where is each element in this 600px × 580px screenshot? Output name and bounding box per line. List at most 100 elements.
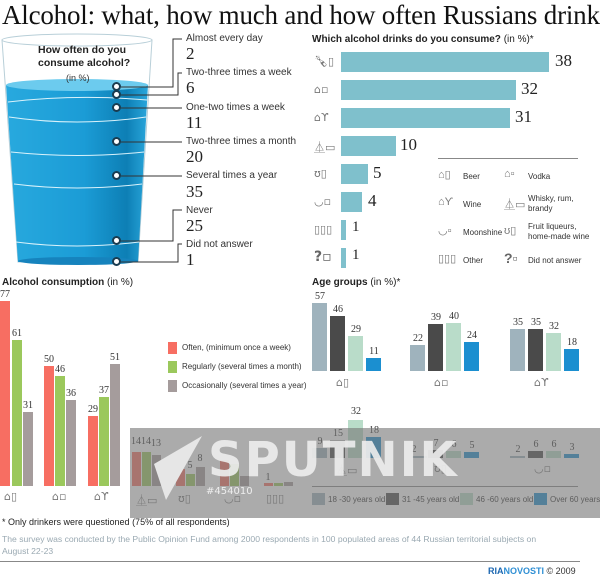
legend-did-not-answer: Did not answer <box>528 256 582 265</box>
bar-regularly-beer <box>12 340 22 486</box>
freq-value: 20 <box>186 147 203 166</box>
label-regularly-beer: 61 <box>12 328 22 339</box>
value-vodka: 32 <box>521 79 538 98</box>
bar-often-beer <box>0 301 10 486</box>
source-line1: The survey was conducted by the Public O… <box>2 534 537 544</box>
bar-beer <box>341 52 549 72</box>
label-often-beer: 77 <box>0 289 10 300</box>
bar-often-wine <box>88 416 98 486</box>
bar-18-30-vodka <box>410 345 425 371</box>
glass-question-line2: consume alcohol? <box>38 57 131 69</box>
legend-moonshine: Moonshine <box>463 228 503 237</box>
legend-whisky: Whisky, rum, brandy <box>528 194 574 214</box>
bar-occasionally-beer <box>23 412 33 486</box>
bar-occasionally-vodka <box>66 400 76 486</box>
label-31-45-wine: 35 <box>531 317 541 328</box>
freq-value: 2 <box>186 44 195 63</box>
freq-label: Almost every day <box>186 33 263 44</box>
label-18-30-beer: 57 <box>315 291 325 302</box>
freq-value: 35 <box>186 182 203 201</box>
value-wine: 31 <box>515 107 532 126</box>
value-fruit-liqueurs: 5 <box>373 163 382 182</box>
legend-swatch-regularly <box>168 361 177 373</box>
freq-value: 6 <box>186 78 195 97</box>
label-18-30-vodka: 22 <box>413 333 423 344</box>
beer-icon: 🍾︎▯ <box>314 55 335 68</box>
legend-fruit-line1: Fruit liqueurs, <box>528 222 577 231</box>
legend-often: Often, (minimum once a week) <box>182 343 291 352</box>
label-regularly-wine: 37 <box>99 385 109 396</box>
bar-31-45-vodka <box>428 324 443 371</box>
drinks-title-text: Which alcohol drinks do you consume? <box>312 34 501 45</box>
page-title: Alcohol: what, how much and how often Ru… <box>2 0 600 30</box>
brand-ria: RIA <box>488 566 504 576</box>
value-beer: 38 <box>555 51 572 70</box>
freq-value: 1 <box>186 250 195 269</box>
label-occasionally-vodka: 36 <box>66 388 76 399</box>
legend-beer: Beer <box>463 172 480 181</box>
other-icon: ▯▯▯ <box>314 223 333 236</box>
drinks-chart: 🍾︎▯ 38 ⌂▫ 32 ⌂ϒ 31 ⏅▭ 10 ʊ▯ 5 ◡▫ 4 ▯▯▯ 1… <box>312 51 600 272</box>
age-chart-top: 57 46 29 11 22 39 40 24 35 35 32 18 <box>312 291 600 371</box>
wine-icon: ⌂ϒ <box>314 111 329 124</box>
freq-label: Did not answer <box>186 239 253 250</box>
legend-fruit-line2: home-made wine <box>528 232 590 241</box>
moonshine-icon: ◡▫ <box>314 195 332 208</box>
label-over60-beer: 11 <box>369 346 379 357</box>
bar-moonshine <box>341 192 362 212</box>
freq-label: Two-three times a month <box>186 136 297 147</box>
wine-icon: ⌂ϒ <box>534 376 549 389</box>
watermark-overlay: SPUTNIK #454010 <box>130 428 600 518</box>
bar-wine <box>341 108 510 128</box>
label-occasionally-beer: 31 <box>23 400 33 411</box>
brand: RIANOVOSTI © 2009 <box>488 566 576 576</box>
consumption-title: Alcohol consumption (in %) <box>2 277 133 288</box>
bar-18-30-wine <box>510 329 525 371</box>
label-over60-vodka: 24 <box>467 330 477 341</box>
label-18-30-wine: 35 <box>513 317 523 328</box>
beer-icon: ⌂▯ <box>438 169 451 181</box>
callout-dot <box>112 103 121 112</box>
freq-label: One-two times a week <box>186 102 285 113</box>
bar-did-not-answer <box>341 248 346 268</box>
value-other: 1 <box>352 219 360 235</box>
legend-wine: Wine <box>463 200 482 209</box>
callout-lines <box>121 38 182 263</box>
vodka-icon: ⌂▫ <box>314 83 329 96</box>
watermark-id: #454010 <box>206 486 253 497</box>
label-often-wine: 29 <box>88 404 98 415</box>
freq-label: Several times a year <box>186 170 278 181</box>
bar-fruit-liqueurs <box>341 164 368 184</box>
legend-regularly: Regularly (several times a month) <box>182 362 302 371</box>
bar-46-60-vodka <box>446 323 461 371</box>
watermark-triangle-icon <box>154 436 202 500</box>
fruit-liqueur-icon: ʊ▯ <box>314 167 327 180</box>
glass-unit: (in %) <box>66 73 90 83</box>
age-title-unit: (in %)* <box>370 277 401 288</box>
bar-over60-wine <box>564 349 579 371</box>
glass-question: How often do you consume alcohol? <box>38 44 131 70</box>
freq-value: 25 <box>186 216 203 235</box>
legend-fruit: Fruit liqueurs, home-made wine <box>528 222 589 242</box>
legend-swatch-occasionally <box>168 380 177 392</box>
moonshine-icon: ◡▫ <box>438 225 452 237</box>
drinks-title-unit: (in %)* <box>503 34 534 45</box>
legend-other: Other <box>463 256 484 265</box>
bar-occasionally-wine <box>110 364 120 486</box>
question-icon: ?▫ <box>504 250 518 266</box>
whisky-icon: ⏅▭ <box>504 199 526 211</box>
label-31-45-vodka: 39 <box>431 312 441 323</box>
legend-occasionally: Occasionally (several times a year) <box>182 381 307 390</box>
question-icon: ?▫ <box>314 249 332 265</box>
whisky-icon: ⏅▭ <box>314 141 336 154</box>
bar-46-60-wine <box>546 333 561 371</box>
callout-dot <box>112 90 121 99</box>
bar-over60-vodka <box>464 342 479 371</box>
freq-label: Two-three times a week <box>186 67 292 78</box>
value-moonshine: 4 <box>368 191 377 210</box>
callout-dot <box>112 171 121 180</box>
label-regularly-vodka: 46 <box>55 364 65 375</box>
value-whisky: 10 <box>400 135 417 154</box>
vodka-icon: ⌂▫ <box>52 490 67 503</box>
vodka-icon: ⌂▫ <box>434 376 449 389</box>
